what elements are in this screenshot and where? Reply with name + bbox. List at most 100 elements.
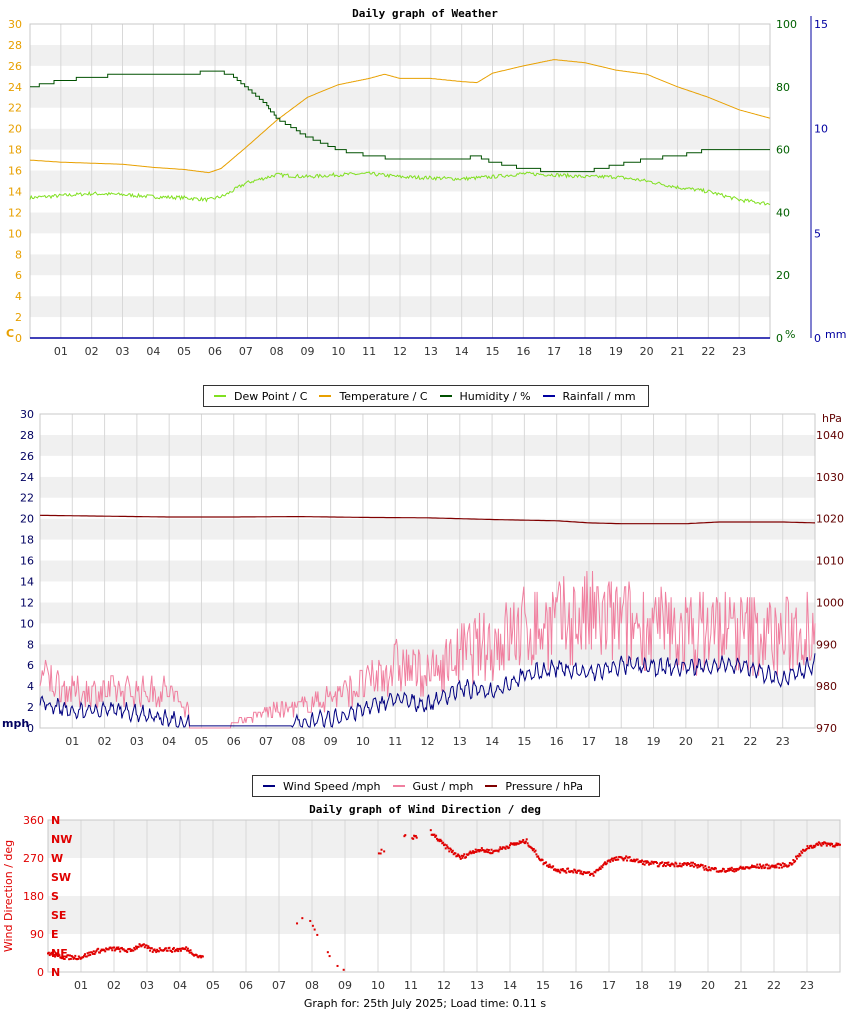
direction-point bbox=[806, 845, 809, 848]
direction-x-tick: 19 bbox=[668, 979, 682, 992]
direction-point bbox=[156, 948, 159, 951]
direction-point bbox=[756, 863, 759, 866]
direction-point bbox=[88, 951, 91, 954]
wind-x-tick: 21 bbox=[711, 735, 725, 748]
wind-x-tick: 18 bbox=[614, 735, 628, 748]
direction-point bbox=[107, 948, 110, 951]
wind-legend: Wind Speed /mph Gust / mph Pressure / hP… bbox=[252, 775, 600, 797]
direction-point bbox=[705, 867, 708, 870]
direction-point bbox=[729, 867, 731, 870]
direction-point bbox=[187, 949, 190, 952]
direction-x-tick: 15 bbox=[536, 979, 550, 992]
direction-point bbox=[429, 829, 432, 832]
direction-point bbox=[666, 863, 669, 866]
direction-point bbox=[580, 870, 583, 873]
direction-point bbox=[61, 956, 64, 959]
direction-y-tick: 360 bbox=[23, 814, 44, 827]
direction-point bbox=[622, 859, 625, 862]
wind-right-unit: hPa bbox=[822, 412, 842, 425]
direction-point bbox=[702, 866, 705, 869]
direction-point bbox=[532, 847, 535, 850]
weather-x-tick: 08 bbox=[270, 345, 284, 358]
direction-point bbox=[766, 867, 769, 870]
direction-point bbox=[472, 850, 475, 853]
direction-point bbox=[433, 833, 436, 836]
weather-right2-unit: mm bbox=[825, 328, 846, 341]
direction-point bbox=[98, 951, 101, 954]
direction-point bbox=[649, 862, 652, 865]
direction-point bbox=[672, 863, 675, 866]
direction-point bbox=[572, 871, 575, 874]
direction-point bbox=[819, 843, 822, 846]
direction-point bbox=[128, 947, 131, 950]
wind-left-tick: 2 bbox=[27, 701, 34, 714]
weather-x-tick: 02 bbox=[85, 345, 99, 358]
weather-left-tick: 4 bbox=[15, 290, 22, 303]
direction-point bbox=[641, 862, 644, 865]
weather-right1-tick: 40 bbox=[776, 206, 790, 219]
direction-point bbox=[561, 868, 564, 871]
direction-point bbox=[754, 865, 757, 868]
wind-speed-series-line bbox=[39, 653, 816, 729]
direction-point bbox=[157, 950, 160, 953]
direction-point bbox=[682, 863, 685, 866]
direction-compass-label: SW bbox=[51, 871, 71, 884]
direction-point bbox=[313, 928, 316, 931]
direction-point bbox=[450, 848, 453, 851]
wind-right-tick: 1040 bbox=[816, 429, 844, 442]
direction-point bbox=[804, 849, 807, 852]
wind-x-tick: 12 bbox=[421, 735, 435, 748]
direction-point bbox=[658, 863, 661, 866]
direction-point bbox=[792, 859, 795, 862]
direction-point bbox=[518, 840, 521, 843]
legend-rainfall: Rainfall / mm bbox=[542, 390, 636, 403]
direction-x-tick: 10 bbox=[371, 979, 385, 992]
direction-x-tick: 11 bbox=[404, 979, 418, 992]
direction-point bbox=[817, 843, 819, 846]
direction-point bbox=[771, 864, 774, 867]
weather-left-tick: 18 bbox=[8, 144, 22, 157]
direction-point bbox=[599, 867, 602, 870]
direction-point bbox=[647, 861, 650, 864]
direction-point bbox=[833, 845, 836, 848]
direction-point bbox=[834, 844, 837, 847]
direction-point bbox=[164, 947, 167, 950]
direction-point bbox=[732, 868, 735, 871]
weather-x-tick: 21 bbox=[671, 345, 685, 358]
weather-x-tick: 13 bbox=[424, 345, 438, 358]
direction-point bbox=[47, 951, 50, 954]
direction-point bbox=[685, 864, 688, 867]
direction-point bbox=[648, 863, 651, 866]
direction-point bbox=[179, 947, 181, 950]
direction-point bbox=[479, 849, 482, 852]
direction-point bbox=[689, 864, 692, 867]
direction-point bbox=[758, 863, 761, 866]
direction-point bbox=[825, 844, 828, 847]
direction-point bbox=[758, 866, 761, 869]
direction-point bbox=[92, 950, 95, 953]
wind-left-tick: 20 bbox=[20, 513, 34, 526]
legend-gust: Gust / mph bbox=[392, 780, 473, 793]
direction-point bbox=[179, 949, 182, 952]
weather-right1-tick: 20 bbox=[776, 269, 790, 282]
wind-right-tick: 1020 bbox=[816, 513, 844, 526]
direction-point bbox=[468, 851, 471, 854]
direction-point bbox=[509, 844, 511, 847]
direction-point bbox=[640, 860, 643, 863]
wind-x-tick: 07 bbox=[259, 735, 273, 748]
direction-x-tick: 21 bbox=[734, 979, 748, 992]
direction-point bbox=[484, 849, 487, 852]
direction-point bbox=[541, 858, 544, 861]
direction-point bbox=[450, 851, 453, 854]
direction-point bbox=[538, 857, 541, 860]
direction-x-tick: 03 bbox=[140, 979, 154, 992]
direction-point bbox=[326, 951, 329, 954]
weather-right2-tick: 0 bbox=[814, 332, 821, 345]
direction-point bbox=[836, 844, 839, 847]
weather-x-tick: 11 bbox=[362, 345, 376, 358]
direction-point bbox=[692, 865, 695, 868]
direction-point bbox=[575, 871, 578, 874]
direction-point bbox=[377, 852, 380, 855]
direction-point bbox=[52, 951, 55, 954]
direction-point bbox=[508, 846, 511, 849]
